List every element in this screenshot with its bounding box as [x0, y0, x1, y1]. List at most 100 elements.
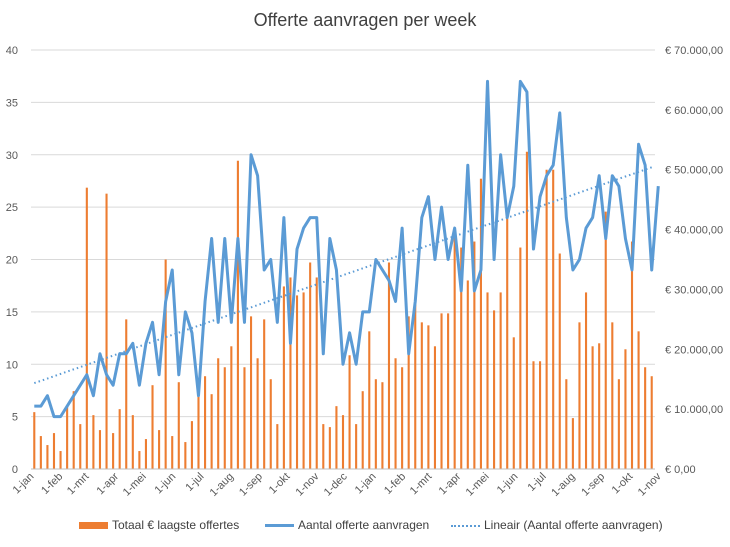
series-line	[34, 79, 660, 419]
bar	[158, 430, 161, 469]
bar	[295, 295, 299, 469]
legend-item-line: Aantal offerte aanvragen	[265, 518, 429, 532]
bar	[552, 169, 555, 469]
y-left-tick-label: 5	[12, 412, 18, 424]
y-left-tick-label: 30	[6, 150, 18, 162]
y-right-tick-label: € 0,00	[665, 464, 696, 476]
legend-swatch-bars	[79, 522, 108, 530]
bar	[414, 304, 417, 469]
bar	[486, 292, 489, 469]
bar	[348, 355, 351, 469]
bar	[460, 247, 463, 469]
legend-item-bars: Totaal € laagste offertes	[79, 518, 239, 532]
bar	[584, 292, 588, 469]
x-tick-label: 1-mrt	[408, 471, 435, 498]
bar	[493, 310, 496, 469]
bar	[374, 379, 377, 469]
bar	[591, 346, 594, 469]
bar	[204, 376, 207, 469]
bar	[46, 445, 49, 469]
y-right-tick-label: € 60.000,00	[665, 105, 723, 117]
bar	[217, 358, 220, 469]
bar	[164, 259, 167, 469]
bar	[341, 415, 345, 469]
bar	[499, 292, 502, 469]
bar	[335, 406, 338, 469]
bar	[243, 367, 246, 469]
bar	[309, 262, 312, 469]
bar	[611, 322, 614, 469]
bar	[506, 211, 509, 469]
bar	[302, 292, 305, 469]
bar	[328, 427, 331, 469]
x-tick-label: 1-mrt	[65, 471, 92, 498]
bar	[447, 313, 450, 469]
trendline	[33, 166, 653, 385]
y-right-tick-label: € 50.000,00	[665, 165, 723, 177]
bar	[72, 391, 75, 469]
bar	[453, 229, 456, 469]
bar	[177, 382, 180, 469]
legend: Totaal € laagste offertes Aantal offerte…	[0, 518, 730, 538]
bar	[144, 439, 147, 469]
x-tick-label: 1-nov	[294, 470, 322, 498]
bar	[230, 346, 233, 469]
x-tick-label: 1-apr	[437, 470, 464, 497]
y-left-tick-label: 10	[6, 359, 18, 371]
bar	[368, 331, 371, 469]
bar	[236, 160, 239, 469]
x-tick-label: 1-jun	[495, 471, 521, 497]
x-tick-label: 1-apr	[94, 470, 121, 497]
x-tick-label: 1-mei	[464, 471, 492, 499]
bar	[604, 211, 607, 469]
bar	[381, 382, 384, 469]
bar	[355, 424, 358, 469]
bar	[39, 436, 42, 469]
bar	[387, 262, 391, 469]
bar	[190, 421, 193, 469]
bar	[479, 178, 482, 469]
bar	[420, 322, 423, 469]
bar	[624, 349, 627, 469]
x-tick-label: 1-okt	[610, 471, 636, 497]
bar	[427, 325, 430, 469]
bar	[197, 394, 200, 469]
y-right-tick-label: € 70.000,00	[665, 45, 723, 57]
y-left-tick-label: 20	[6, 255, 18, 267]
bar	[532, 361, 535, 469]
bar	[125, 319, 128, 469]
bar	[644, 367, 647, 469]
y-left-tick-label: 40	[6, 45, 18, 57]
bar	[33, 412, 36, 469]
y-left-tick-label: 25	[6, 202, 18, 214]
bar	[79, 424, 82, 469]
bar	[598, 343, 601, 469]
y-right-tick-label: € 30.000,00	[665, 284, 723, 296]
y-right-tick-label: € 40.000,00	[665, 225, 723, 237]
bar	[52, 433, 56, 469]
bar	[565, 379, 568, 469]
x-tick-label: 1-jul	[526, 471, 549, 494]
legend-swatch-trend	[451, 524, 480, 527]
bar	[519, 247, 522, 469]
legend-swatch-line	[265, 524, 294, 528]
bar	[282, 286, 285, 469]
y-right-tick-label: € 10.000,00	[665, 404, 723, 416]
bar	[256, 358, 259, 469]
bar	[289, 277, 292, 469]
bar	[276, 424, 279, 469]
y-left-tick-label: 35	[6, 97, 18, 109]
x-tick-label: 1-feb	[382, 471, 408, 497]
bar	[105, 193, 108, 469]
bar	[440, 313, 443, 469]
x-tick-label: 1-aug	[208, 471, 236, 499]
x-tick-label: 1-nov	[636, 470, 664, 498]
bar	[525, 151, 528, 469]
bar	[131, 415, 134, 469]
bar	[571, 418, 574, 469]
bar	[66, 406, 69, 469]
x-tick-label: 1-jan	[353, 471, 379, 497]
bar	[361, 391, 364, 469]
bar	[401, 367, 404, 469]
